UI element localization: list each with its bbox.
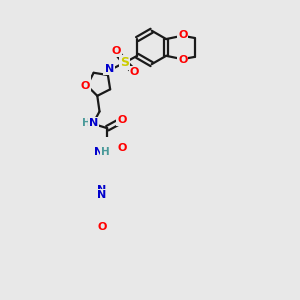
Text: N: N — [94, 147, 104, 157]
Text: O: O — [117, 116, 127, 125]
Text: S: S — [120, 56, 129, 69]
Text: N: N — [97, 184, 106, 195]
Text: O: O — [117, 143, 127, 153]
Text: H: H — [82, 118, 91, 128]
Text: O: O — [178, 55, 188, 65]
Text: H: H — [101, 147, 110, 157]
Text: N: N — [88, 118, 98, 128]
Text: O: O — [111, 46, 121, 56]
Text: N: N — [105, 64, 114, 74]
Text: O: O — [80, 81, 89, 91]
Text: O: O — [178, 30, 188, 40]
Text: O: O — [130, 67, 139, 77]
Text: O: O — [97, 222, 106, 232]
Text: N: N — [97, 190, 106, 200]
Text: N: N — [103, 64, 113, 74]
